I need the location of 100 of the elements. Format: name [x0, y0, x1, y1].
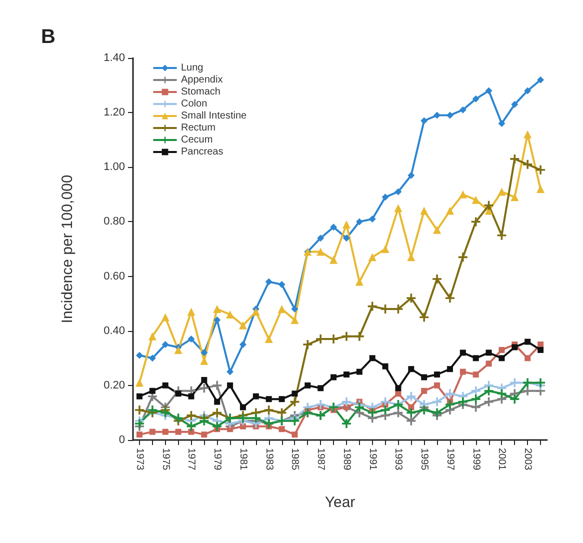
- y-tick-label: 0.40: [104, 324, 125, 337]
- point: [524, 87, 532, 94]
- point: [238, 414, 248, 423]
- point: [266, 396, 272, 402]
- point: [265, 278, 272, 286]
- point: [498, 120, 506, 127]
- point: [458, 397, 468, 406]
- point: [433, 226, 442, 234]
- point: [212, 408, 222, 418]
- point: [538, 346, 544, 353]
- point: [201, 376, 208, 383]
- point: [420, 117, 428, 124]
- point: [252, 393, 259, 400]
- point: [538, 342, 544, 348]
- point: [212, 422, 222, 431]
- point: [303, 340, 312, 349]
- x-tick-label: 1991: [366, 448, 378, 471]
- point: [238, 321, 247, 330]
- point: [162, 341, 169, 348]
- point: [292, 390, 298, 397]
- point: [432, 397, 442, 406]
- point: [136, 432, 142, 438]
- point: [318, 385, 324, 392]
- point: [510, 193, 519, 202]
- point: [240, 404, 246, 410]
- point: [460, 368, 466, 375]
- point: [472, 95, 480, 102]
- point: [186, 410, 196, 420]
- point: [421, 374, 428, 380]
- point: [148, 405, 157, 414]
- x-tick-label: 1997: [444, 448, 456, 471]
- point: [382, 194, 389, 201]
- point: [434, 112, 441, 119]
- point: [264, 335, 273, 344]
- point: [354, 332, 364, 341]
- point: [536, 184, 545, 193]
- point: [395, 385, 402, 392]
- point: [472, 355, 479, 362]
- point: [330, 256, 338, 264]
- point: [394, 204, 402, 212]
- point: [188, 336, 195, 343]
- point: [446, 366, 453, 372]
- point: [434, 382, 440, 388]
- point: [485, 87, 492, 94]
- y-axis-title: Incidence per 100,000: [59, 174, 76, 324]
- point: [227, 382, 234, 388]
- legend-label: Lung: [181, 62, 204, 74]
- point: [316, 248, 325, 256]
- point: [498, 346, 505, 353]
- x-tick-label: 1989: [340, 448, 352, 471]
- y-tick-label: 0.80: [104, 216, 125, 228]
- point: [304, 382, 311, 388]
- point: [368, 215, 376, 222]
- legend-label: Colon: [181, 98, 208, 110]
- point: [342, 220, 350, 228]
- point: [330, 374, 337, 380]
- point: [407, 253, 416, 262]
- point: [356, 368, 362, 375]
- y-tick-label: 1.40: [104, 52, 125, 64]
- point: [214, 398, 220, 405]
- point: [134, 405, 144, 414]
- point: [523, 160, 532, 169]
- point: [162, 382, 168, 388]
- point: [356, 218, 363, 226]
- point: [394, 188, 402, 196]
- point: [342, 397, 351, 406]
- point: [316, 400, 326, 410]
- point: [175, 428, 182, 435]
- point: [537, 76, 544, 84]
- point: [406, 416, 416, 426]
- point: [355, 278, 364, 286]
- point: [472, 196, 480, 204]
- point: [406, 294, 416, 303]
- x-tick-label: 1993: [392, 448, 404, 471]
- point: [445, 389, 454, 398]
- point: [317, 234, 324, 242]
- point: [278, 280, 286, 288]
- legend-label: Appendix: [181, 74, 223, 86]
- point: [251, 414, 260, 423]
- point: [134, 419, 144, 428]
- point: [420, 405, 429, 414]
- x-tick-label: 1981: [237, 448, 248, 471]
- point: [354, 402, 364, 412]
- point: [524, 338, 531, 345]
- x-tick-label: 1979: [212, 448, 223, 471]
- x-tick-label: 1975: [160, 448, 171, 471]
- point: [175, 390, 182, 397]
- point: [512, 344, 518, 350]
- point: [536, 378, 546, 388]
- legend-label: Rectum: [181, 122, 216, 134]
- point: [162, 428, 168, 435]
- legend-label: Stomach: [181, 86, 220, 98]
- x-tick-label: 2003: [522, 448, 534, 471]
- point: [187, 308, 196, 316]
- point: [226, 310, 234, 318]
- x-tick-label: 1995: [418, 448, 430, 471]
- point: [201, 432, 208, 438]
- point: [486, 350, 492, 356]
- point: [497, 389, 506, 398]
- point: [408, 172, 415, 179]
